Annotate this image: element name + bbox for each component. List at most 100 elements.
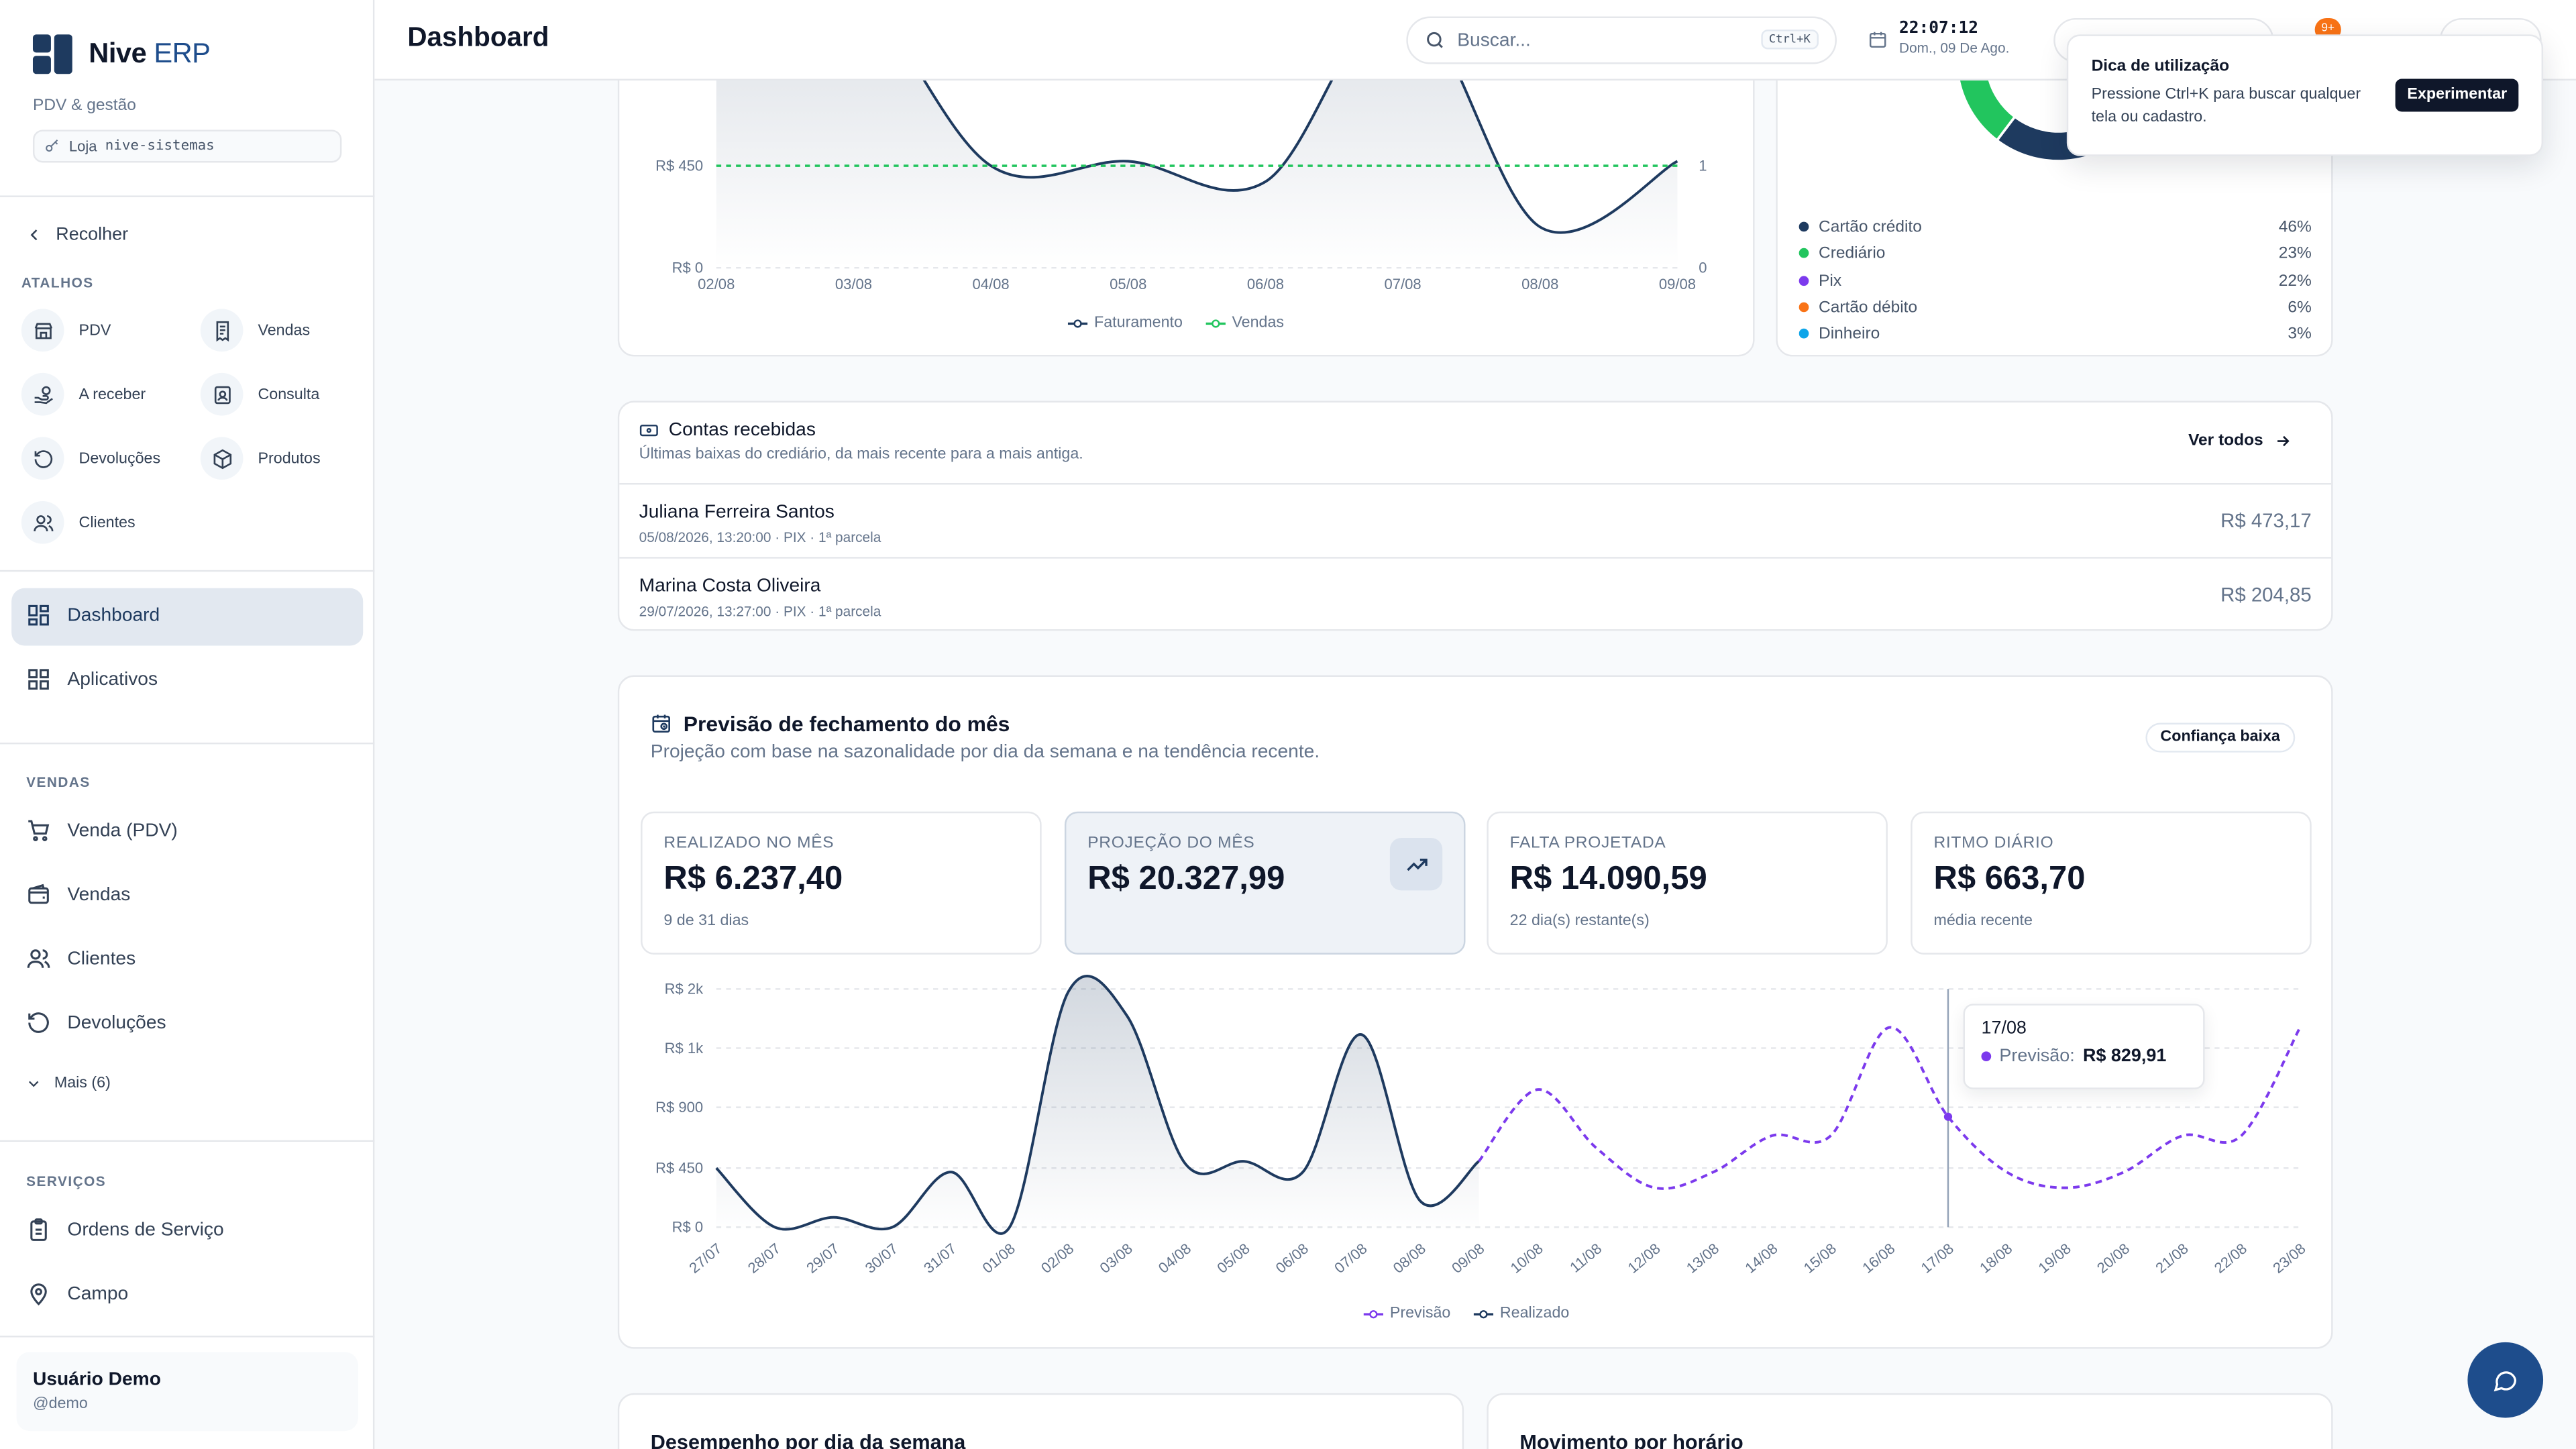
active-nav-highlight bbox=[11, 588, 364, 646]
x-tick-label: 22/08 bbox=[2211, 1240, 2250, 1277]
y-tick-label: R$ 900 bbox=[655, 1099, 703, 1116]
x-tick-label: 20/08 bbox=[2094, 1240, 2133, 1277]
received-row-meta: 05/08/2026, 13:20:00 · PIX · 1ª parcela bbox=[639, 529, 881, 546]
try-button[interactable]: Experimentar bbox=[2396, 78, 2519, 112]
divider bbox=[0, 742, 375, 745]
sales-section-title: VENDAS bbox=[26, 773, 91, 790]
hourly-movement-card: Movimento por horário bbox=[1487, 1393, 2333, 1449]
x-tick-label: 01/08 bbox=[979, 1240, 1018, 1277]
kpi-projecao: PROJEÇÃO DO MÊS R$ 20.327,99 bbox=[1064, 811, 1466, 955]
search-shortcut-hint: Ctrl+K bbox=[1760, 30, 1819, 50]
more-label: Mais (6) bbox=[54, 1074, 111, 1093]
shortcut-produtos[interactable]: Produtos bbox=[200, 437, 321, 480]
collapse-label: Recolher bbox=[56, 225, 129, 245]
nav-label: Vendas bbox=[67, 884, 131, 905]
legend-dot bbox=[1799, 329, 1809, 339]
brand[interactable]: Nive ERP bbox=[32, 34, 211, 74]
x-tick-label: 15/08 bbox=[1801, 1240, 1839, 1277]
shortcut-devolucoes[interactable]: Devoluções bbox=[21, 437, 160, 480]
shortcut-consulta[interactable]: Consulta bbox=[200, 372, 319, 416]
weekday-card-title: Desempenho por dia da semana bbox=[650, 1431, 966, 1449]
nav-aplicativos[interactable]: Aplicativos bbox=[26, 667, 158, 692]
calendar-clock-icon bbox=[652, 714, 670, 733]
shortcut-vendas[interactable]: Vendas bbox=[200, 309, 310, 352]
realizado-area bbox=[716, 975, 1479, 1234]
shortcut-a-receber[interactable]: A receber bbox=[21, 372, 146, 416]
payment-pct: 46% bbox=[2278, 218, 2312, 237]
legend-previsao: Previsão bbox=[1363, 1305, 1450, 1322]
payment-pct: 22% bbox=[2278, 272, 2312, 290]
arrow-right-icon bbox=[2276, 435, 2289, 447]
forecast-chart: R$ 2k R$ 1k R$ 900 R$ 450 R$ 0 27/07 28/07 29/0… bbox=[655, 975, 2309, 1277]
services-section-title: SERVIÇOS bbox=[26, 1173, 107, 1190]
kpi-realizado: REALIZADO NO MÊS R$ 6.237,40 9 de 31 dia… bbox=[641, 811, 1042, 955]
store-id: nive-sistemas bbox=[105, 138, 215, 155]
see-all-button[interactable]: Ver todos bbox=[2188, 432, 2291, 450]
nav-label: Campo bbox=[67, 1283, 129, 1304]
wallet-icon bbox=[28, 883, 49, 904]
x-tick-label: 28/07 bbox=[745, 1240, 784, 1277]
user-card[interactable]: Usuário Demo @demo bbox=[16, 1352, 358, 1432]
nav-campo[interactable]: Campo bbox=[26, 1281, 128, 1306]
nav-ordens-servico[interactable]: Ordens de Serviço bbox=[26, 1218, 224, 1242]
nav-label: Aplicativos bbox=[67, 669, 158, 690]
clock-time: 22:07:12 bbox=[1899, 19, 1979, 38]
tooltip-label: Previsão: bbox=[1999, 1046, 2075, 1067]
chevron-left-icon bbox=[30, 229, 38, 241]
store-selector[interactable]: Loja nive-sistemas bbox=[32, 129, 342, 163]
nav-vendas[interactable]: Vendas bbox=[26, 882, 130, 907]
apps-grid-icon bbox=[28, 669, 49, 690]
y-tick-label: R$ 450 bbox=[655, 1160, 703, 1177]
realizado-line bbox=[715, 975, 1480, 1235]
forecast-tooltip: 17/08 Previsão: R$ 829,91 bbox=[1963, 1004, 2205, 1089]
x-tick-label: 06/08 bbox=[1247, 276, 1284, 292]
received-row[interactable]: Marina Costa Oliveira 29/07/2026, 13:27:… bbox=[619, 557, 2332, 631]
nav-clientes[interactable]: Clientes bbox=[26, 947, 136, 971]
x-tick-label: 23/08 bbox=[2269, 1240, 2308, 1277]
kpi-value: R$ 663,70 bbox=[1933, 861, 2086, 898]
forecast-title: Previsão de fechamento do mês bbox=[683, 711, 1010, 737]
receipt-icon bbox=[200, 309, 244, 352]
legend-dot bbox=[1799, 221, 1809, 232]
received-row[interactable]: Juliana Ferreira Santos 05/08/2026, 13:2… bbox=[619, 483, 2332, 557]
confidence-badge: Confiança baixa bbox=[2145, 722, 2295, 753]
divider bbox=[0, 1140, 375, 1142]
collapse-button[interactable]: Recolher bbox=[26, 225, 128, 245]
nav-devolucoes[interactable]: Devoluções bbox=[26, 1010, 166, 1035]
legend-dot bbox=[1799, 275, 1809, 286]
search-input[interactable]: Buscar... Ctrl+K bbox=[1406, 16, 1837, 64]
nav-dashboard[interactable]: Dashboard bbox=[26, 603, 160, 628]
store-icon bbox=[21, 309, 64, 352]
forecast-subtitle: Projeção com base na sazonalidade por di… bbox=[650, 742, 1320, 763]
y-tick-label: R$ 0 bbox=[672, 260, 704, 276]
brand-name: Nive ERP bbox=[89, 38, 211, 69]
nav-venda-pdv[interactable]: Venda (PDV) bbox=[26, 818, 178, 843]
users-icon bbox=[27, 949, 50, 968]
kpi-label: PROJEÇÃO DO MÊS bbox=[1087, 835, 1255, 853]
payment-legend-row: Dinheiro 3% bbox=[1799, 325, 2312, 342]
x-tick-label: 14/08 bbox=[1741, 1240, 1780, 1277]
chat-button[interactable] bbox=[2467, 1342, 2544, 1418]
x-tick-label: 08/08 bbox=[1390, 1240, 1429, 1277]
nav-more-toggle[interactable]: Mais (6) bbox=[26, 1075, 111, 1093]
x-tick-label: 03/08 bbox=[1097, 1240, 1136, 1277]
shortcut-pdv[interactable]: PDV bbox=[21, 309, 111, 352]
y-tick-label: R$ 2k bbox=[665, 981, 704, 998]
shortcut-clientes[interactable]: Clientes bbox=[21, 500, 136, 544]
kpi-ritmo: RITMO DIÁRIO R$ 663,70 média recente bbox=[1911, 811, 2312, 955]
search-icon bbox=[1427, 32, 1443, 48]
hourly-card-title: Movimento por horário bbox=[1519, 1431, 1743, 1449]
nav-label: Ordens de Serviço bbox=[67, 1220, 224, 1240]
received-accounts-card bbox=[617, 400, 2333, 631]
clipboard-icon bbox=[30, 1218, 47, 1241]
received-subtitle: Últimas baixas do crediário, da mais rec… bbox=[639, 445, 1083, 464]
kpi-sub: 9 de 31 dias bbox=[663, 912, 749, 930]
y-tick-label: R$ 450 bbox=[655, 157, 703, 174]
divider bbox=[0, 570, 375, 572]
tip-text: Pressione Ctrl+K para buscar qualquer te… bbox=[2091, 85, 2361, 127]
payment-label: Pix bbox=[1819, 272, 1842, 290]
users-icon bbox=[21, 500, 64, 544]
payment-legend-row: Pix 22% bbox=[1799, 272, 2312, 290]
clock-date: Dom., 09 De Ago. bbox=[1899, 39, 2010, 56]
rotate-ccw-icon bbox=[21, 437, 64, 480]
